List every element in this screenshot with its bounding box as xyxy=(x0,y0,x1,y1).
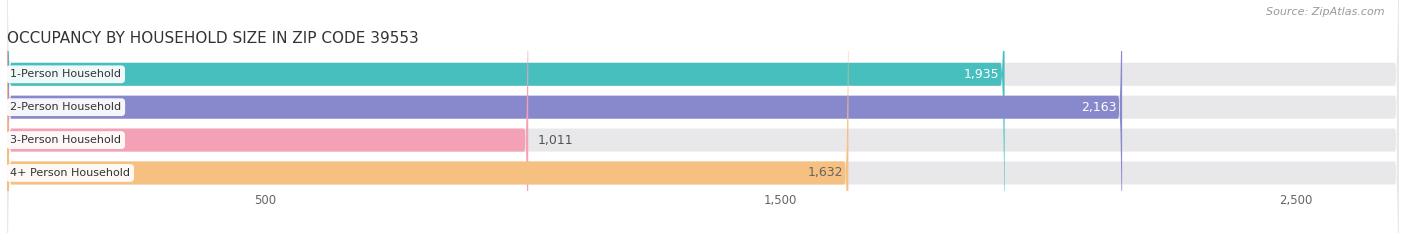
Text: 1,011: 1,011 xyxy=(537,134,574,147)
FancyBboxPatch shape xyxy=(7,0,1122,233)
Text: 4+ Person Household: 4+ Person Household xyxy=(10,168,131,178)
FancyBboxPatch shape xyxy=(7,0,1399,233)
Text: 2,163: 2,163 xyxy=(1081,101,1116,114)
FancyBboxPatch shape xyxy=(7,0,529,233)
FancyBboxPatch shape xyxy=(7,0,1004,233)
FancyBboxPatch shape xyxy=(7,0,1399,233)
Text: Source: ZipAtlas.com: Source: ZipAtlas.com xyxy=(1267,7,1385,17)
Text: OCCUPANCY BY HOUSEHOLD SIZE IN ZIP CODE 39553: OCCUPANCY BY HOUSEHOLD SIZE IN ZIP CODE … xyxy=(7,31,419,46)
FancyBboxPatch shape xyxy=(7,0,848,233)
Text: 1,632: 1,632 xyxy=(807,166,844,179)
FancyBboxPatch shape xyxy=(7,0,1399,233)
Text: 3-Person Household: 3-Person Household xyxy=(10,135,121,145)
Text: 1,935: 1,935 xyxy=(963,68,1000,81)
Text: 1-Person Household: 1-Person Household xyxy=(10,69,121,79)
Text: 2-Person Household: 2-Person Household xyxy=(10,102,121,112)
FancyBboxPatch shape xyxy=(7,0,1399,233)
